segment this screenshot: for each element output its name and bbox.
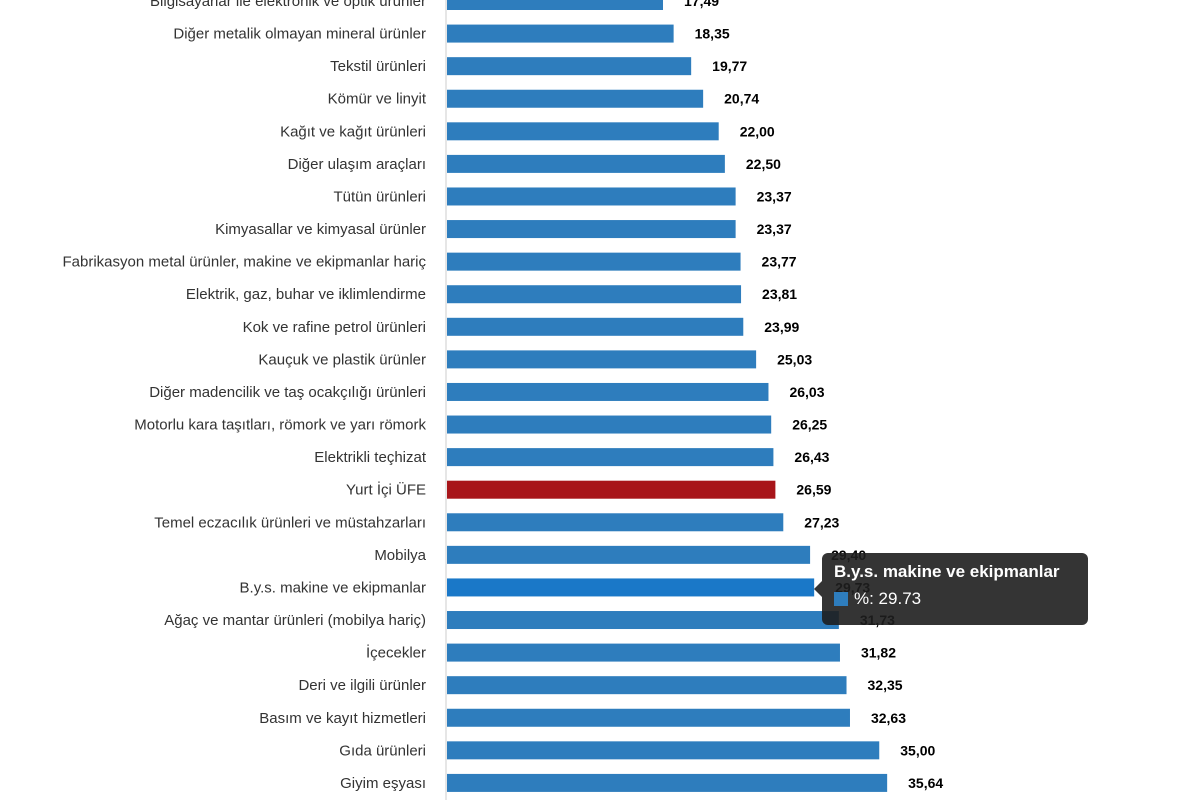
value-label: 20,74 — [724, 91, 759, 107]
value-label: 27,23 — [804, 514, 839, 530]
bar[interactable] — [447, 480, 776, 499]
bar[interactable] — [447, 741, 880, 760]
value-label: 35,00 — [900, 742, 935, 758]
category-label: Giyim eşyası — [340, 775, 426, 792]
category-label: Bilgisayarlar ile elektronik ve optik ür… — [150, 0, 426, 10]
bar[interactable] — [447, 415, 772, 434]
value-label: 23,77 — [762, 254, 797, 270]
tooltip-value: %: 29.73 — [854, 589, 922, 608]
category-label: Mobilya — [374, 547, 426, 564]
value-label: 25,03 — [777, 351, 812, 367]
value-label: 26,43 — [794, 449, 829, 465]
bar[interactable] — [447, 187, 736, 206]
category-label: Kok ve rafine petrol ürünleri — [243, 319, 426, 336]
bar[interactable] — [447, 220, 736, 239]
category-label: Diğer madencilik ve taş ocakçılığı ürünl… — [149, 384, 426, 401]
category-label: Tütün ürünleri — [333, 188, 426, 205]
bar[interactable] — [447, 611, 839, 630]
category-label: Motorlu kara taşıtları, römork ve yarı r… — [134, 417, 426, 434]
value-label: 26,59 — [796, 482, 831, 498]
category-label: Basım ve kayıt hizmetleri — [259, 710, 426, 727]
category-label: Kömür ve linyit — [328, 91, 427, 108]
value-label: 32,35 — [868, 677, 903, 693]
tooltip: B.y.s. makine ve ekipmanlar %: 29.73 — [814, 553, 1088, 625]
value-label: 35,64 — [908, 775, 943, 791]
category-label: Yurt İçi ÜFE — [346, 481, 426, 499]
category-label: Elektrik, gaz, buhar ve iklimlendirme — [186, 286, 426, 303]
value-label: 26,03 — [789, 384, 824, 400]
value-label: 23,81 — [762, 286, 797, 302]
category-label: Diğer metalik olmayan mineral ürünler — [173, 26, 426, 43]
bar[interactable] — [447, 89, 704, 108]
value-label: 23,37 — [757, 221, 792, 237]
value-label: 23,99 — [764, 319, 799, 335]
category-label: Ağaç ve mantar ürünleri (mobilya hariç) — [164, 612, 426, 629]
bar[interactable] — [447, 57, 692, 76]
bar[interactable] — [447, 317, 744, 336]
category-label: Deri ve ilgili ürünler — [298, 677, 426, 694]
category-label: Kimyasallar ve kimyasal ürünler — [215, 221, 426, 238]
category-label: Temel eczacılık ürünleri ve müstahzarlar… — [154, 514, 426, 531]
tooltip-title: B.y.s. makine ve ekipmanlar — [834, 562, 1060, 581]
category-label: B.y.s. makine ve ekipmanlar — [240, 579, 426, 596]
bar[interactable] — [447, 122, 719, 141]
bar[interactable] — [447, 154, 725, 173]
category-label: Gıda ürünleri — [339, 742, 426, 759]
bar[interactable] — [447, 676, 847, 695]
bar[interactable] — [447, 643, 840, 662]
bar[interactable] — [447, 382, 769, 401]
tooltip-swatch — [834, 592, 848, 606]
category-label: Kauçuk ve plastik ürünler — [258, 351, 426, 368]
bar[interactable] — [447, 252, 741, 271]
bar[interactable] — [447, 0, 664, 10]
bar[interactable] — [447, 285, 742, 304]
bar[interactable] — [447, 350, 757, 369]
value-label: 18,35 — [695, 26, 730, 42]
bar[interactable] — [447, 578, 815, 597]
value-label: 19,77 — [712, 58, 747, 74]
bar[interactable] — [447, 773, 888, 792]
category-label: Diğer ulaşım araçları — [288, 156, 426, 173]
value-label: 22,00 — [740, 123, 775, 139]
value-label: 32,63 — [871, 710, 906, 726]
value-label: 17,49 — [684, 0, 719, 9]
value-label: 31,82 — [861, 645, 896, 661]
bar[interactable] — [447, 708, 850, 727]
bar[interactable] — [447, 545, 811, 564]
value-label: 22,50 — [746, 156, 781, 172]
category-label: Fabrikasyon metal ürünler, makine ve eki… — [63, 254, 427, 271]
category-label: İçecekler — [366, 644, 426, 662]
category-label: Elektrikli teçhizat — [314, 449, 427, 466]
category-label: Kağıt ve kağıt ürünleri — [280, 123, 426, 140]
bar[interactable] — [447, 448, 774, 467]
value-label: 23,37 — [757, 188, 792, 204]
value-label: 26,25 — [792, 417, 827, 433]
bar[interactable] — [447, 513, 784, 532]
category-label: Tekstil ürünleri — [330, 58, 426, 75]
bar[interactable] — [447, 24, 674, 43]
